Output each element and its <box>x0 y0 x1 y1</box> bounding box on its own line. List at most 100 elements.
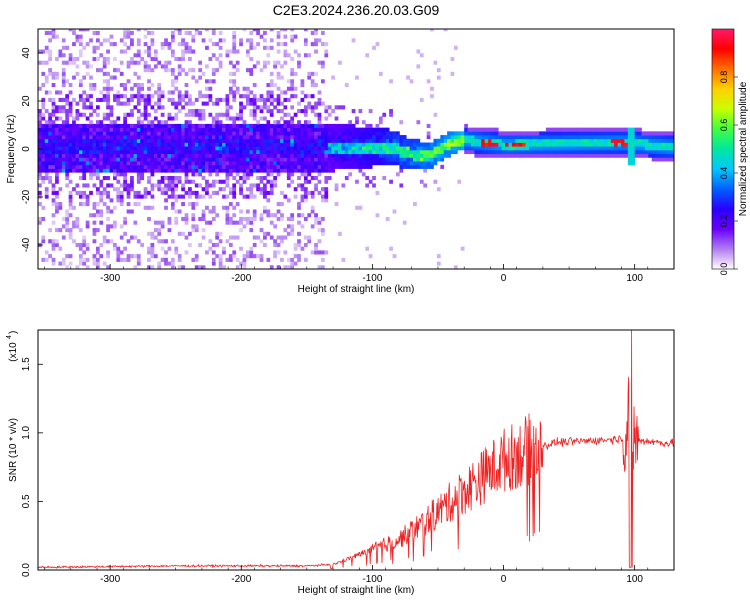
spectrogram-cell <box>150 164 155 169</box>
spectrogram-cell <box>170 127 175 132</box>
spectrogram-cell <box>511 146 516 151</box>
spectrogram-cell <box>341 164 346 169</box>
spectrogram-cell <box>51 131 56 136</box>
spectrogram-cell <box>225 142 230 147</box>
spectrogram-cell <box>327 161 332 166</box>
spectrogram-cell <box>235 265 240 269</box>
spectrogram-cell <box>95 120 100 125</box>
spectrogram-cell <box>116 168 121 173</box>
spectrogram-cell <box>573 131 578 136</box>
spectrogram-cell <box>624 135 629 140</box>
spectrogram-cell <box>201 153 206 158</box>
spectrogram-cell <box>338 146 342 151</box>
spectrogram-cell <box>123 164 127 169</box>
spectrogram-cell <box>198 112 203 117</box>
spectrogram-cell <box>338 127 342 132</box>
spectrogram-cell <box>307 239 312 244</box>
spectrogram-cell <box>450 149 455 155</box>
spectrogram-cell <box>102 168 107 173</box>
spectrogram-cell <box>344 142 349 147</box>
spectrogram-cell <box>228 190 233 195</box>
spectrogram-cell <box>61 71 66 76</box>
spectrogram-cell <box>130 112 134 117</box>
spectrogram-cell <box>92 135 97 140</box>
spectrogram-cell <box>528 131 533 136</box>
spectrogram-cell <box>102 142 107 147</box>
spectrogram-cell <box>440 164 445 169</box>
spectrogram-cell <box>177 68 182 73</box>
spectrogram-cell <box>48 38 52 43</box>
spectrogram-cell <box>113 168 117 173</box>
spectrogram-cell <box>126 142 131 147</box>
spectrogram-cell <box>259 157 264 162</box>
spectrogram-cell <box>382 127 387 132</box>
spectrogram-cell <box>123 101 127 106</box>
spectrogram-cell <box>106 60 110 65</box>
spectrogram-cell <box>586 142 591 147</box>
spectrogram-cell <box>208 38 213 43</box>
spectrogram-cell <box>269 127 274 132</box>
spectrogram-cell <box>167 161 172 166</box>
spectrogram-cell <box>249 157 254 162</box>
spectrogram-cell <box>99 42 104 47</box>
spectrogram-cell <box>116 123 121 128</box>
spectrogram-cell <box>65 142 70 147</box>
spectrogram-cell <box>402 146 407 151</box>
spectrogram-cell <box>624 153 629 158</box>
spectrogram-cell <box>164 146 168 151</box>
spectrogram-cell <box>515 131 520 136</box>
spectrogram-cell <box>61 38 66 43</box>
spectrogram-cell <box>276 123 281 128</box>
spectrogram-cell <box>126 153 131 158</box>
spectrogram-cell <box>239 142 243 147</box>
spectrogram-cell <box>280 161 284 166</box>
spectrogram-cell <box>89 146 93 151</box>
spectrogram-cell <box>61 75 66 80</box>
spectrogram-cell <box>38 86 42 91</box>
spectrogram-cell <box>82 168 87 173</box>
spectrogram-cell <box>280 64 284 69</box>
spectrogram-cell <box>160 42 165 47</box>
spectrogram-cell <box>75 164 80 169</box>
figure-title: C2E3.2024.236.20.03.G09 <box>273 2 440 18</box>
spectrogram-cell <box>297 257 301 262</box>
spectrogram-cell <box>314 42 318 47</box>
spectrogram-cell <box>106 239 110 244</box>
spectrogram-cell <box>225 135 230 140</box>
spectrogram-cell <box>252 123 257 128</box>
spectrogram-cell <box>569 138 574 143</box>
spectrogram-cell <box>276 265 281 269</box>
spectrogram-cell <box>307 105 312 110</box>
spectrogram-cell <box>273 213 278 218</box>
spectrogram-cell <box>89 213 93 218</box>
spectrogram-cell <box>290 71 295 76</box>
spectrogram-cell <box>194 135 199 140</box>
spectrogram-cell <box>320 187 325 192</box>
spectrogram-cell <box>430 164 434 169</box>
spectrogram-cell <box>116 138 121 143</box>
snr-scale-close: ) <box>8 331 19 334</box>
spectrogram-cell <box>569 142 574 147</box>
spectrogram-cell <box>130 123 134 128</box>
spectrogram-cell <box>201 116 206 121</box>
spectrogram-cell <box>218 138 223 143</box>
spectrogram-cell <box>153 149 158 155</box>
spectrogram-cell <box>157 168 162 173</box>
snr-x-tick-label: -100 <box>362 574 382 585</box>
spectrogram-cell <box>515 153 520 158</box>
spectrogram-cell <box>160 224 165 229</box>
spectrogram-cell <box>621 153 625 158</box>
spectrogram-cell <box>327 135 332 140</box>
spectrogram-cell <box>215 123 220 128</box>
spectrogram-cell <box>181 146 185 151</box>
spectrogram-cell <box>239 157 243 162</box>
spectrogram-cell <box>665 149 670 155</box>
spectrogram-cell <box>303 216 308 221</box>
spectrogram-cell <box>181 168 185 173</box>
spectrogram-cell <box>242 164 247 169</box>
spectrogram-cell <box>290 164 295 169</box>
spectrogram-cell <box>164 149 168 155</box>
spectrogram-cell <box>218 135 223 140</box>
spectrogram-cell <box>453 138 458 143</box>
spectrogram-cell <box>341 123 346 128</box>
